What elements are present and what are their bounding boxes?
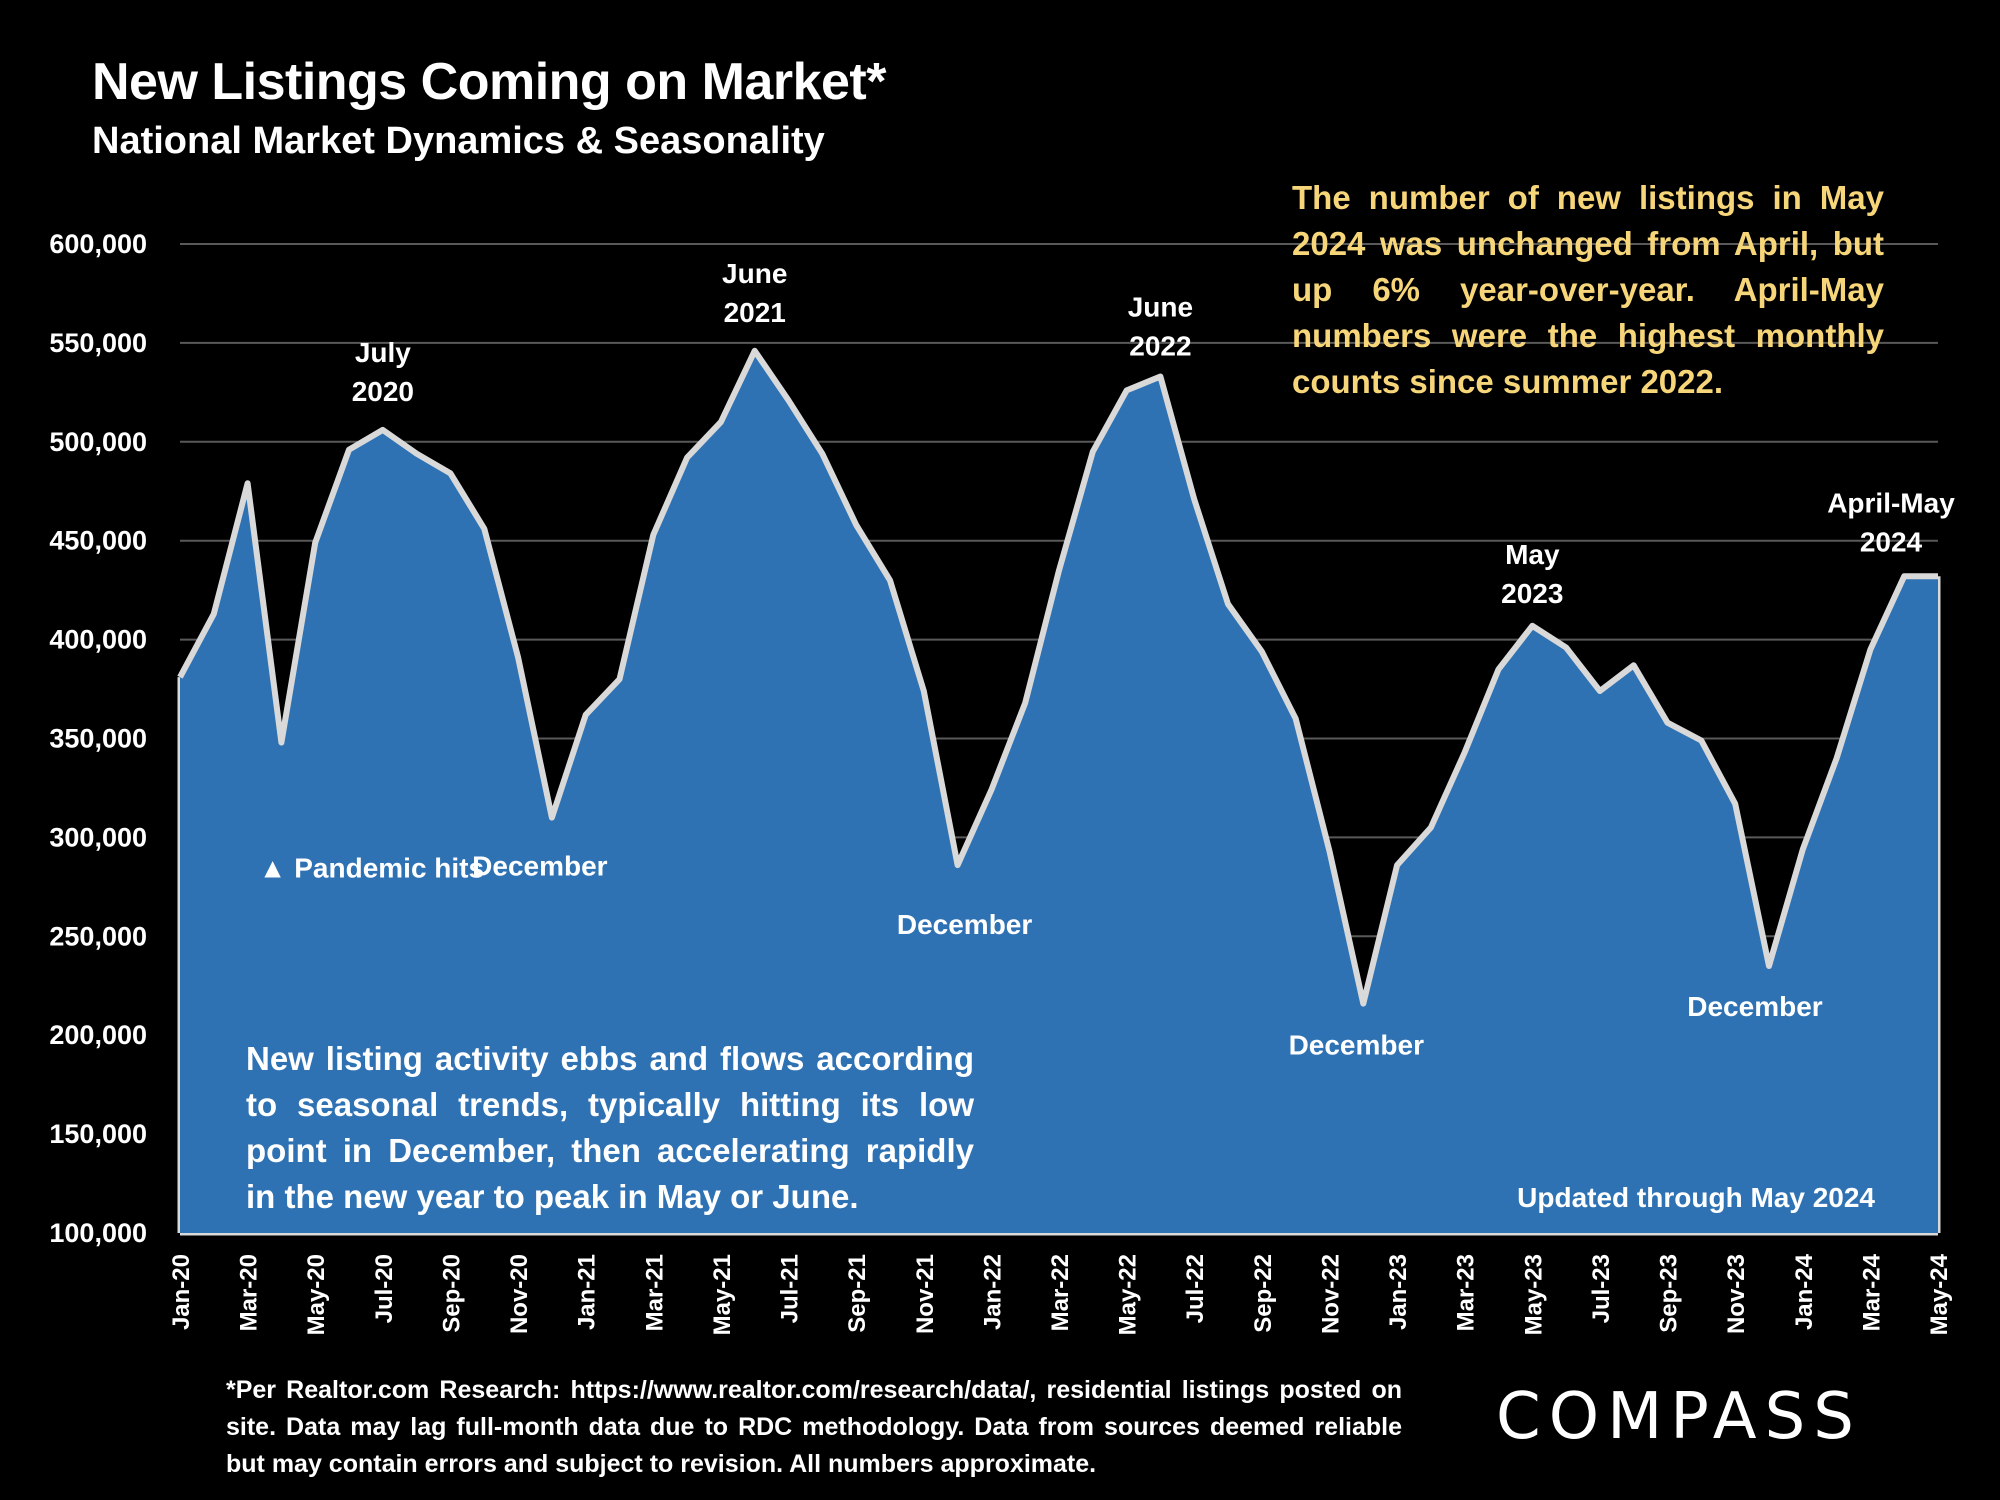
annotation-label: December <box>1687 991 1823 1022</box>
y-tick-label: 200,000 <box>49 1020 147 1050</box>
y-axis: 100,000 150,000 200,000 250,000 300,000 350,0… <box>49 229 147 1248</box>
summary-note: The number of new listings in May 2024 w… <box>1292 179 1884 400</box>
annotation-label: June <box>722 258 787 289</box>
y-tick-label: 300,000 <box>49 822 147 852</box>
x-tick-label: Nov-22 <box>1317 1254 1344 1334</box>
x-tick-label: Sep-23 <box>1656 1254 1683 1333</box>
x-tick-label: Jan-23 <box>1385 1254 1412 1330</box>
x-tick-label: May-23 <box>1520 1254 1547 1335</box>
annotation-label: April-May <box>1827 487 1955 518</box>
x-tick-label: Jul-21 <box>777 1254 804 1323</box>
x-tick-label: Jan-24 <box>1791 1253 1818 1330</box>
x-tick-label: May-20 <box>303 1254 330 1335</box>
x-tick-label: Jul-22 <box>1182 1254 1209 1323</box>
x-tick-label: Jul-20 <box>371 1254 398 1323</box>
annotation-year: 2024 <box>1860 526 1923 557</box>
annotation-label: July <box>355 337 411 368</box>
annotations: July 2020 June 2021 June 2022 May 2023 April-May… <box>259 258 1955 1061</box>
annotation-label: June <box>1128 292 1193 323</box>
annotation-label: December <box>897 909 1033 940</box>
x-tick-label: May-24 <box>1926 1253 1953 1335</box>
x-tick-label: Nov-21 <box>912 1254 939 1334</box>
x-tick-label: Mar-20 <box>236 1254 263 1331</box>
footnote: *Per Realtor.com Research: https://www.r… <box>226 1376 1402 1478</box>
y-tick-label: 400,000 <box>49 625 147 655</box>
chart-title: New Listings Coming on Market* <box>92 53 886 111</box>
x-tick-label: Mar-22 <box>1047 1254 1074 1331</box>
x-tick-label: Jan-20 <box>168 1254 195 1330</box>
annotation-year: 2021 <box>724 297 786 328</box>
annotation-year: 2020 <box>352 376 414 407</box>
annotation-label: ▲ Pandemic hits <box>259 852 484 883</box>
y-tick-label: 100,000 <box>49 1218 147 1248</box>
y-tick-label: 350,000 <box>49 724 147 754</box>
x-tick-label: Nov-23 <box>1723 1254 1750 1334</box>
y-tick-label: 150,000 <box>49 1119 147 1149</box>
y-tick-label: 600,000 <box>49 229 147 259</box>
compass-logo: COMPASS <box>1496 1380 1862 1454</box>
x-tick-label: Sep-21 <box>844 1254 871 1333</box>
annotation-year: 2022 <box>1129 331 1191 362</box>
annotation-label: December <box>1289 1030 1425 1061</box>
x-tick-label: Sep-22 <box>1250 1254 1277 1333</box>
area-fill <box>180 350 1938 1233</box>
annotation-year: 2023 <box>1501 578 1563 609</box>
annotation-label: May <box>1505 539 1560 570</box>
chart-subtitle: National Market Dynamics & Seasonality <box>92 120 825 162</box>
x-tick-label: Jul-23 <box>1588 1254 1615 1323</box>
x-tick-label: Mar-24 <box>1858 1253 1885 1331</box>
y-tick-label: 550,000 <box>49 328 147 358</box>
series-line <box>177 347 1938 1007</box>
x-tick-label: Nov-20 <box>506 1254 533 1334</box>
y-tick-label: 500,000 <box>49 427 147 457</box>
y-tick-label: 250,000 <box>49 921 147 951</box>
x-tick-label: May-21 <box>709 1254 736 1335</box>
annotation-label: December <box>472 851 608 882</box>
x-tick-label: Mar-21 <box>641 1254 668 1331</box>
x-tick-label: Jan-22 <box>979 1254 1006 1330</box>
y-tick-label: 450,000 <box>49 526 147 556</box>
x-tick-label: Mar-23 <box>1453 1254 1480 1331</box>
seasonality-note: New listing activity ebbs and flows acco… <box>246 1040 974 1215</box>
x-axis: Jan-20 Mar-20 May-20 Jul-20 Sep-20 Nov-20 Jan-… <box>168 1253 1953 1335</box>
x-tick-label: May-22 <box>1115 1254 1142 1335</box>
x-tick-label: Sep-20 <box>438 1254 465 1333</box>
x-tick-label: Jan-21 <box>574 1254 601 1330</box>
updated-label: Updated through May 2024 <box>1517 1182 1875 1213</box>
